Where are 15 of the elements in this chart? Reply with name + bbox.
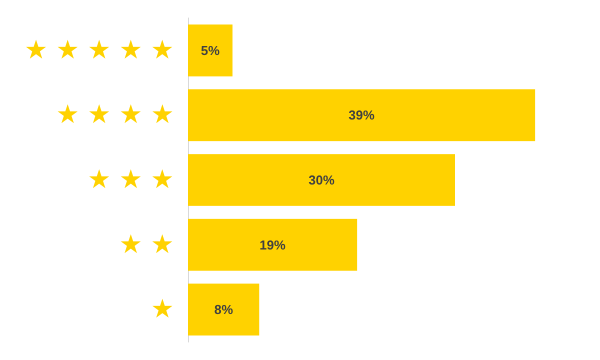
y-tick-label: ★ ★ ★ ★: [56, 100, 174, 130]
bar: [188, 24, 232, 76]
bar: [188, 284, 260, 336]
data-label: 5%: [200, 42, 220, 58]
bar: [188, 154, 455, 206]
bar: [188, 218, 358, 271]
y-tick-label: ★ ★ ★ ★ ★: [24, 35, 174, 66]
data-label: 19%: [260, 237, 286, 252]
data-label: 8%: [214, 302, 234, 318]
data-label: 30%: [308, 172, 335, 188]
y-tick-label: ★: [150, 294, 174, 325]
data-label: 39%: [348, 108, 375, 123]
y-tick-label: ★ ★ ★: [88, 165, 174, 195]
bar: [188, 89, 536, 142]
y-tick-label: ★ ★: [119, 230, 174, 260]
